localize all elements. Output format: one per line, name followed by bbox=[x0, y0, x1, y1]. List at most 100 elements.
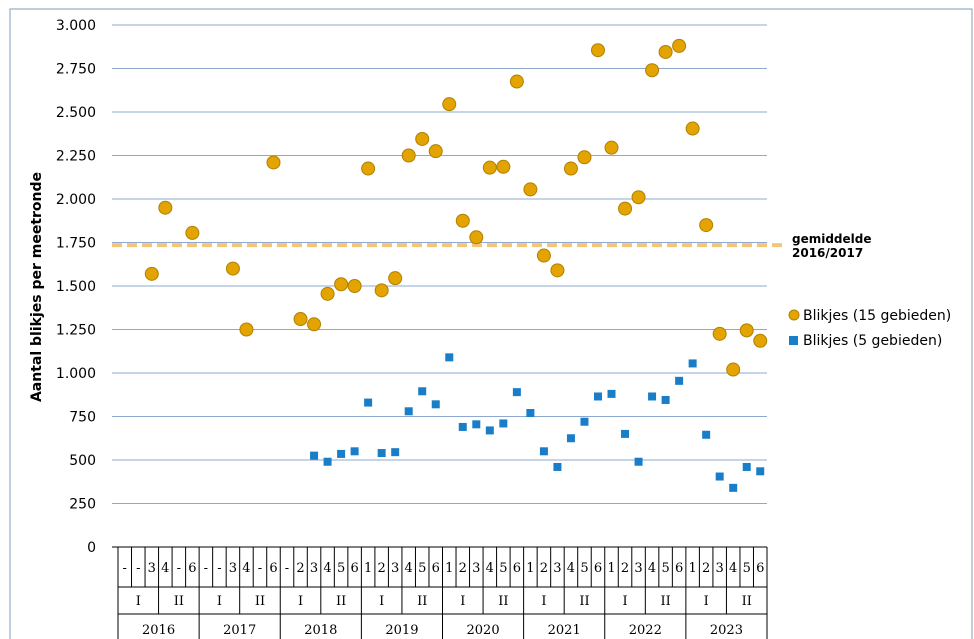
data-point-15-gebieden bbox=[618, 201, 633, 216]
data-point-15-gebieden bbox=[442, 97, 457, 112]
round-label: 3 bbox=[472, 561, 480, 576]
legend-marker-5-gebieden bbox=[789, 336, 798, 345]
data-point-15-gebieden bbox=[590, 43, 605, 58]
half-label: II bbox=[336, 594, 346, 609]
data-point-15-gebieden bbox=[739, 323, 754, 338]
series-5-gebieden bbox=[310, 353, 765, 492]
data-point-15-gebieden bbox=[658, 44, 673, 59]
data-point-5-gebieden bbox=[742, 462, 751, 471]
data-point-5-gebieden bbox=[391, 448, 400, 457]
half-label: II bbox=[174, 594, 184, 609]
data-point-15-gebieden bbox=[685, 121, 700, 136]
round-label: 6 bbox=[756, 561, 764, 576]
data-point-5-gebieden bbox=[499, 419, 508, 428]
series-15-gebieden bbox=[144, 38, 768, 377]
round-label: 5 bbox=[337, 561, 345, 576]
data-point-5-gebieden bbox=[472, 420, 481, 429]
data-point-5-gebieden bbox=[445, 353, 454, 362]
round-label: 4 bbox=[567, 561, 575, 576]
data-point-15-gebieden bbox=[307, 317, 322, 332]
round-label: 1 bbox=[445, 561, 453, 576]
round-label: 1 bbox=[526, 561, 534, 576]
data-point-15-gebieden bbox=[401, 148, 416, 163]
y-tick-label: 1.250 bbox=[56, 323, 96, 339]
round-label: 1 bbox=[688, 561, 696, 576]
round-label: 5 bbox=[418, 561, 426, 576]
round-label: 3 bbox=[553, 561, 561, 576]
round-label: 4 bbox=[405, 561, 413, 576]
half-label: I bbox=[217, 594, 222, 609]
chart-frame bbox=[9, 8, 973, 639]
round-label: 3 bbox=[310, 561, 318, 576]
y-tick-label: 2.500 bbox=[56, 105, 96, 121]
data-point-15-gebieden bbox=[455, 213, 470, 228]
data-point-15-gebieden bbox=[509, 74, 524, 89]
data-point-15-gebieden bbox=[415, 131, 430, 146]
y-tick-label: 2.250 bbox=[56, 149, 96, 165]
data-point-5-gebieden bbox=[648, 392, 657, 401]
data-point-15-gebieden bbox=[293, 312, 308, 327]
half-label: II bbox=[742, 594, 752, 609]
data-point-5-gebieden bbox=[539, 447, 548, 456]
data-point-5-gebieden bbox=[634, 457, 643, 466]
year-label: 2022 bbox=[629, 623, 662, 638]
legend: Blikjes (15 gebieden) Blikjes (5 gebiede… bbox=[788, 308, 951, 349]
round-label: 1 bbox=[364, 561, 372, 576]
data-point-5-gebieden bbox=[377, 449, 386, 458]
data-point-15-gebieden bbox=[185, 225, 200, 240]
data-point-15-gebieden bbox=[334, 277, 349, 292]
half-label: I bbox=[460, 594, 465, 609]
data-point-15-gebieden bbox=[482, 160, 497, 175]
year-label: 2020 bbox=[467, 623, 500, 638]
data-point-5-gebieden bbox=[526, 409, 535, 418]
round-label: 5 bbox=[743, 561, 751, 576]
data-point-5-gebieden bbox=[566, 434, 575, 443]
y-tick-label: 2.750 bbox=[56, 62, 96, 78]
round-label: 5 bbox=[661, 561, 669, 576]
data-point-5-gebieden bbox=[485, 426, 494, 435]
round-label: 3 bbox=[391, 561, 399, 576]
data-point-5-gebieden bbox=[364, 398, 373, 407]
data-point-15-gebieden bbox=[347, 279, 362, 293]
data-point-15-gebieden bbox=[699, 218, 714, 233]
data-point-5-gebieden bbox=[580, 417, 589, 426]
round-label: 2 bbox=[378, 561, 386, 576]
year-label: 2018 bbox=[304, 623, 337, 638]
y-tick-label: 1.000 bbox=[56, 366, 96, 382]
half-label: II bbox=[417, 594, 427, 609]
round-label: 4 bbox=[486, 561, 494, 576]
round-label: - bbox=[217, 561, 221, 576]
data-point-15-gebieden bbox=[712, 326, 727, 341]
round-label: 4 bbox=[242, 561, 250, 576]
data-point-15-gebieden bbox=[753, 333, 768, 348]
data-point-5-gebieden bbox=[404, 407, 413, 416]
data-point-15-gebieden bbox=[144, 266, 159, 281]
half-label: I bbox=[622, 594, 627, 609]
data-point-15-gebieden bbox=[428, 144, 443, 159]
year-label: 2016 bbox=[142, 623, 175, 638]
data-point-15-gebieden bbox=[550, 263, 565, 278]
data-point-15-gebieden bbox=[158, 200, 173, 215]
y-tick-label: 1.750 bbox=[56, 236, 96, 252]
data-point-5-gebieden bbox=[350, 447, 359, 456]
y-tick-label: 500 bbox=[69, 453, 96, 469]
data-point-15-gebieden bbox=[374, 283, 389, 298]
year-label: 2021 bbox=[548, 623, 581, 638]
y-axis-label: Aantal blikjes per meetronde bbox=[29, 172, 45, 402]
half-label: I bbox=[541, 594, 546, 609]
y-axis-ticks: 0 250 500 750 1.000 1.250 1.500 1.750 2.000 2.250… bbox=[56, 18, 96, 556]
data-point-15-gebieden bbox=[469, 230, 484, 245]
average-label-line1: gemiddelde bbox=[792, 232, 872, 246]
round-label: 6 bbox=[432, 561, 440, 576]
half-label: I bbox=[136, 594, 141, 609]
data-point-5-gebieden bbox=[418, 387, 427, 396]
data-point-15-gebieden bbox=[726, 362, 741, 377]
data-point-5-gebieden bbox=[688, 359, 697, 368]
data-point-15-gebieden bbox=[225, 261, 240, 276]
year-label: 2017 bbox=[223, 623, 256, 638]
round-label: 6 bbox=[513, 561, 521, 576]
round-label: 5 bbox=[499, 561, 507, 576]
legend-label-15-gebieden: Blikjes (15 gebieden) bbox=[803, 308, 951, 324]
y-tick-label: 3.000 bbox=[56, 18, 96, 34]
